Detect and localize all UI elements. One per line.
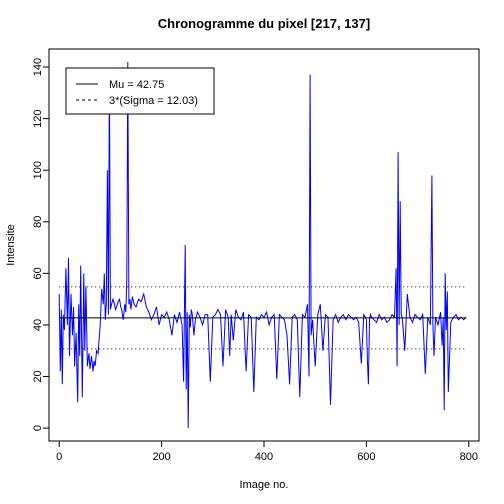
series-layer <box>58 61 467 429</box>
y-tick-label-140: 140 <box>32 58 44 76</box>
legend: Mu = 42.75 3*(Sigma = 12.03) <box>65 67 215 115</box>
axis-ticks: 0 200 400 600 800 0 20 40 60 80 100 120 140 <box>32 58 478 463</box>
x-axis-label: Image no. <box>240 479 289 491</box>
reference-lines <box>59 286 467 350</box>
y-tick-label-80: 80 <box>32 216 44 228</box>
y-axis-label: Intensite <box>5 224 17 266</box>
series-line-0 <box>58 61 467 429</box>
legend-mu-label: Mu = 42.75 <box>109 79 164 91</box>
legend-box <box>65 67 215 115</box>
x-tick-label-400: 400 <box>255 451 273 463</box>
y-tick-label-100: 100 <box>32 161 44 179</box>
x-tick-label-600: 600 <box>357 451 375 463</box>
y-tick-label-60: 60 <box>32 267 44 279</box>
x-tick-label-800: 800 <box>460 451 478 463</box>
y-tick-label-40: 40 <box>32 319 44 331</box>
x-tick-label-0: 0 <box>56 451 62 463</box>
y-tick-label-20: 20 <box>32 370 44 382</box>
y-tick-label-120: 120 <box>32 109 44 127</box>
chart-title: Chronogramme du pixel [217, 137] <box>158 16 370 31</box>
y-tick-label-0: 0 <box>32 425 44 431</box>
x-tick-label-200: 200 <box>152 451 170 463</box>
legend-sigma-label: 3*(Sigma = 12.03) <box>109 95 198 107</box>
